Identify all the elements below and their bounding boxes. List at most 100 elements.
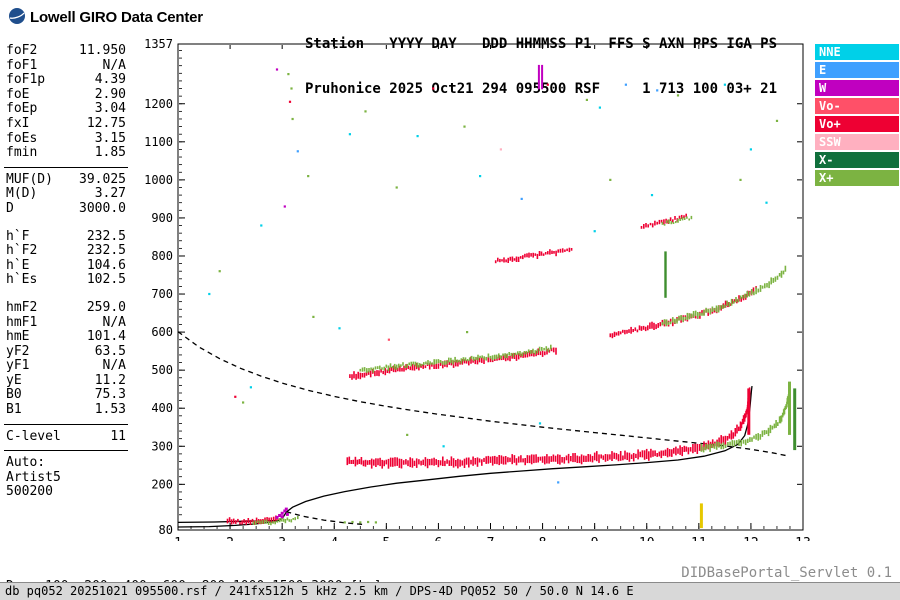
- legend-item-e: E: [815, 62, 899, 78]
- series-third-hop-o: [494, 247, 573, 264]
- y-tick-label: 1200: [144, 97, 173, 111]
- y-tick-label: 300: [151, 439, 173, 453]
- x-tick-label: 4: [330, 536, 338, 541]
- axes: 8020030040050060070080090010001100120013…: [144, 37, 811, 541]
- series-interference-noise: [208, 68, 779, 484]
- ionogram-plot: 8020030040050060070080090010001100120013…: [144, 37, 811, 541]
- param-label: foF1: [6, 57, 38, 73]
- param-label: C-level: [6, 428, 61, 444]
- y-tick-label: 800: [151, 249, 173, 263]
- param-row-yf2: yF2 63.5: [2, 343, 130, 360]
- param-row-hme: hmE 101.4: [2, 329, 130, 345]
- param-value: 39.025: [79, 171, 126, 187]
- param-value: 2.90: [94, 86, 126, 102]
- param-value: N/A: [102, 314, 126, 330]
- param-label: fmin: [6, 145, 38, 161]
- param-value: 232.5: [86, 228, 126, 244]
- autoscaler-line: Artist5: [6, 469, 61, 485]
- x-tick-label: 5: [382, 536, 390, 541]
- param-value: 3.04: [94, 101, 126, 117]
- param-row-mufd: MUF(D) 39.025: [2, 171, 130, 188]
- param-row-fof1p: foF1p 4.39: [2, 73, 130, 88]
- param-label: D: [6, 200, 14, 216]
- param-label: foE: [6, 86, 30, 102]
- param-value: 63.5: [94, 343, 126, 359]
- panel-separator: [4, 166, 128, 168]
- param-value: 104.6: [86, 257, 126, 273]
- legend-item-nne: NNE: [815, 44, 899, 60]
- y-tick-label: 1000: [144, 173, 173, 187]
- y-tick-label: 600: [151, 325, 173, 339]
- panel-gap: [2, 217, 130, 230]
- param-row-hes: h`Es 102.5: [2, 273, 130, 288]
- param-label: fxI: [6, 115, 30, 131]
- param-label: foF1p: [6, 72, 46, 88]
- series-muf-transmission-curve: [177, 331, 788, 457]
- param-label: yF2: [6, 343, 30, 359]
- series-e-trace-x: [252, 515, 299, 526]
- series-second-hop-high-x: [661, 265, 787, 327]
- y-tick-label: 700: [151, 287, 173, 301]
- param-value: N/A: [102, 57, 126, 73]
- param-row-fof1: foF1 N/A: [2, 57, 130, 74]
- status-bar: db pq052 20251021 095500.rsf / 241fx512h…: [0, 582, 900, 600]
- panel-separator: [4, 450, 128, 452]
- param-row-clevel: C-level 11: [2, 428, 130, 445]
- series-f2-second-hop-x: [359, 344, 552, 373]
- y-tick-label: 900: [151, 211, 173, 225]
- legend-item-x: X+: [815, 170, 899, 186]
- param-row-hmf2: hmF2 259.0: [2, 299, 130, 316]
- param-label: B1: [6, 402, 22, 418]
- param-row-d: D 3000.0: [2, 200, 130, 217]
- param-row-yf1: yF1 N/A: [2, 359, 130, 374]
- param-row-hf2: h`F2 232.5: [2, 244, 130, 259]
- series-second-hop-high-o: [609, 286, 757, 339]
- x-tick-label: 12: [743, 536, 759, 541]
- param-label: MUF(D): [6, 171, 53, 187]
- x-tick-label: 2: [226, 536, 234, 541]
- series-fourth-hop-x: [661, 215, 693, 226]
- param-value: 101.4: [86, 329, 126, 345]
- x-tick-label: 3: [278, 536, 286, 541]
- y-tick-label: 500: [151, 363, 173, 377]
- station-header-line2: Pruhonice 2025 Oct21 294 095500 RSF 1 71…: [305, 81, 778, 97]
- legend-item-vo: Vo-: [815, 98, 899, 114]
- x-tick-label: 10: [639, 536, 655, 541]
- param-value: 3000.0: [79, 200, 126, 216]
- param-label: hmF1: [6, 314, 38, 330]
- param-label: hmF2: [6, 299, 38, 315]
- param-value: 11.950: [79, 43, 126, 58]
- series-e-valley-dashed: [286, 511, 366, 526]
- param-label: foEp: [6, 101, 38, 117]
- y-tick-label: 1357: [144, 37, 173, 51]
- param-label: foEs: [6, 130, 38, 146]
- y-tick-label: 80: [159, 523, 173, 537]
- param-value: 3.27: [94, 186, 126, 202]
- param-value: 259.0: [86, 299, 126, 315]
- y-tick-label: 400: [151, 401, 173, 415]
- panel-separator: [4, 423, 128, 425]
- y-tick-label: 200: [151, 477, 173, 491]
- legend-item-x: X-: [815, 152, 899, 168]
- param-label: h`F: [6, 228, 30, 244]
- trace-legend: NNE E W Vo- Vo+ SSW X- X+: [815, 44, 899, 188]
- series-fourth-hop-o: [640, 213, 687, 229]
- series-f-trace-o: [346, 387, 751, 469]
- param-label: h`Es: [6, 272, 38, 288]
- param-label: h`F2: [6, 243, 38, 259]
- x-tick-label: 1: [174, 536, 182, 541]
- autoscaler-line: 500200: [6, 484, 53, 500]
- x-tick-label: 13: [795, 536, 811, 541]
- parameter-panel: foF2 11.950 foF1 N/A foF1p 4.39 foE 2.90 foEp 3.0…: [2, 43, 130, 500]
- x-tick-label: 11: [691, 536, 707, 541]
- param-value: 1.85: [94, 145, 126, 161]
- param-value: 1.53: [94, 402, 126, 418]
- param-label: yF1: [6, 358, 30, 374]
- servlet-version-label: DIDBasePortal_Servlet 0.1: [681, 565, 892, 581]
- param-row-fmin: fmin 1.85: [2, 146, 130, 161]
- param-value: 75.3: [94, 387, 126, 403]
- series-es-points-x: [343, 520, 377, 524]
- param-row-ye: yE 11.2: [2, 373, 130, 389]
- giro-logo-icon: [8, 7, 26, 25]
